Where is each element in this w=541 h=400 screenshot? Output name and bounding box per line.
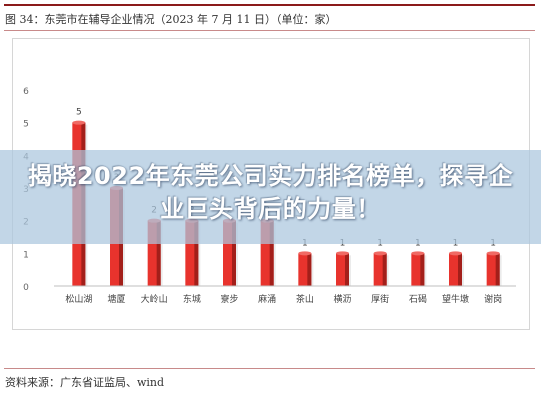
bar-top [373, 251, 387, 256]
bar-top [449, 251, 462, 256]
x-tick-label: 石碣 [409, 294, 427, 305]
x-tick-label: 东城 [183, 293, 201, 305]
bar-side [156, 220, 161, 286]
bar-横沥 [336, 251, 351, 286]
bar-top [486, 251, 500, 256]
x-tick-label: 望牛墩 [442, 293, 469, 305]
bar-side [269, 220, 274, 286]
x-tick-label: 塘厦 [107, 293, 125, 305]
x-tick-label: 厚街 [371, 293, 389, 305]
y-tick-label: 6 [23, 87, 29, 97]
bar-石碣 [411, 251, 427, 286]
bar-top [336, 251, 349, 256]
x-tick-label: 大岭山 [141, 293, 168, 305]
figure-title: 图 34：东莞市在辅导企业情况（2023 年 7 月 11 日）（单位：家） [5, 13, 337, 26]
bar-side [345, 253, 349, 286]
bar-side [495, 253, 500, 286]
y-tick-label: 0 [23, 283, 29, 293]
x-tick-label: 松山湖 [65, 293, 92, 305]
y-tick-label: 1 [23, 250, 29, 260]
bar-厚街 [373, 251, 389, 286]
bar-茶山 [298, 251, 314, 286]
x-tick-label: 谢岗 [484, 293, 502, 305]
source-note: 资料来源：广东省证监局、wind [5, 376, 165, 389]
y-tick-label: 5 [23, 120, 29, 130]
bar-望牛墩 [449, 251, 464, 286]
bar-side [307, 253, 312, 286]
x-tick-label: 寮步 [220, 293, 238, 305]
bar-side [232, 220, 236, 286]
top-rule [4, 4, 535, 6]
title-rule [4, 30, 535, 31]
bar-side [382, 253, 387, 286]
x-tick-label: 麻涌 [258, 293, 276, 305]
bar-side [458, 253, 462, 286]
bar-side [194, 220, 199, 286]
x-tick-label: 横沥 [333, 293, 351, 305]
overlay-banner [0, 150, 541, 244]
bar-side [420, 253, 425, 286]
bar-谢岗 [486, 251, 502, 286]
bar-top [411, 251, 425, 256]
bar-top [298, 251, 312, 256]
banner-headline: 揭晓2022年东莞公司实力排名榜单，探寻企业巨头背后的力量！ [27, 162, 514, 223]
data-label: 5 [76, 108, 82, 118]
bottom-rule [4, 368, 535, 369]
bar-top [72, 120, 86, 125]
x-tick-label: 茶山 [296, 293, 314, 305]
x-axis-labels: 松山湖 塘厦 大岭山 东城 寮步 麻涌 茶山 横沥 厚街 石碣 望牛墩 谢岗 [65, 293, 502, 305]
